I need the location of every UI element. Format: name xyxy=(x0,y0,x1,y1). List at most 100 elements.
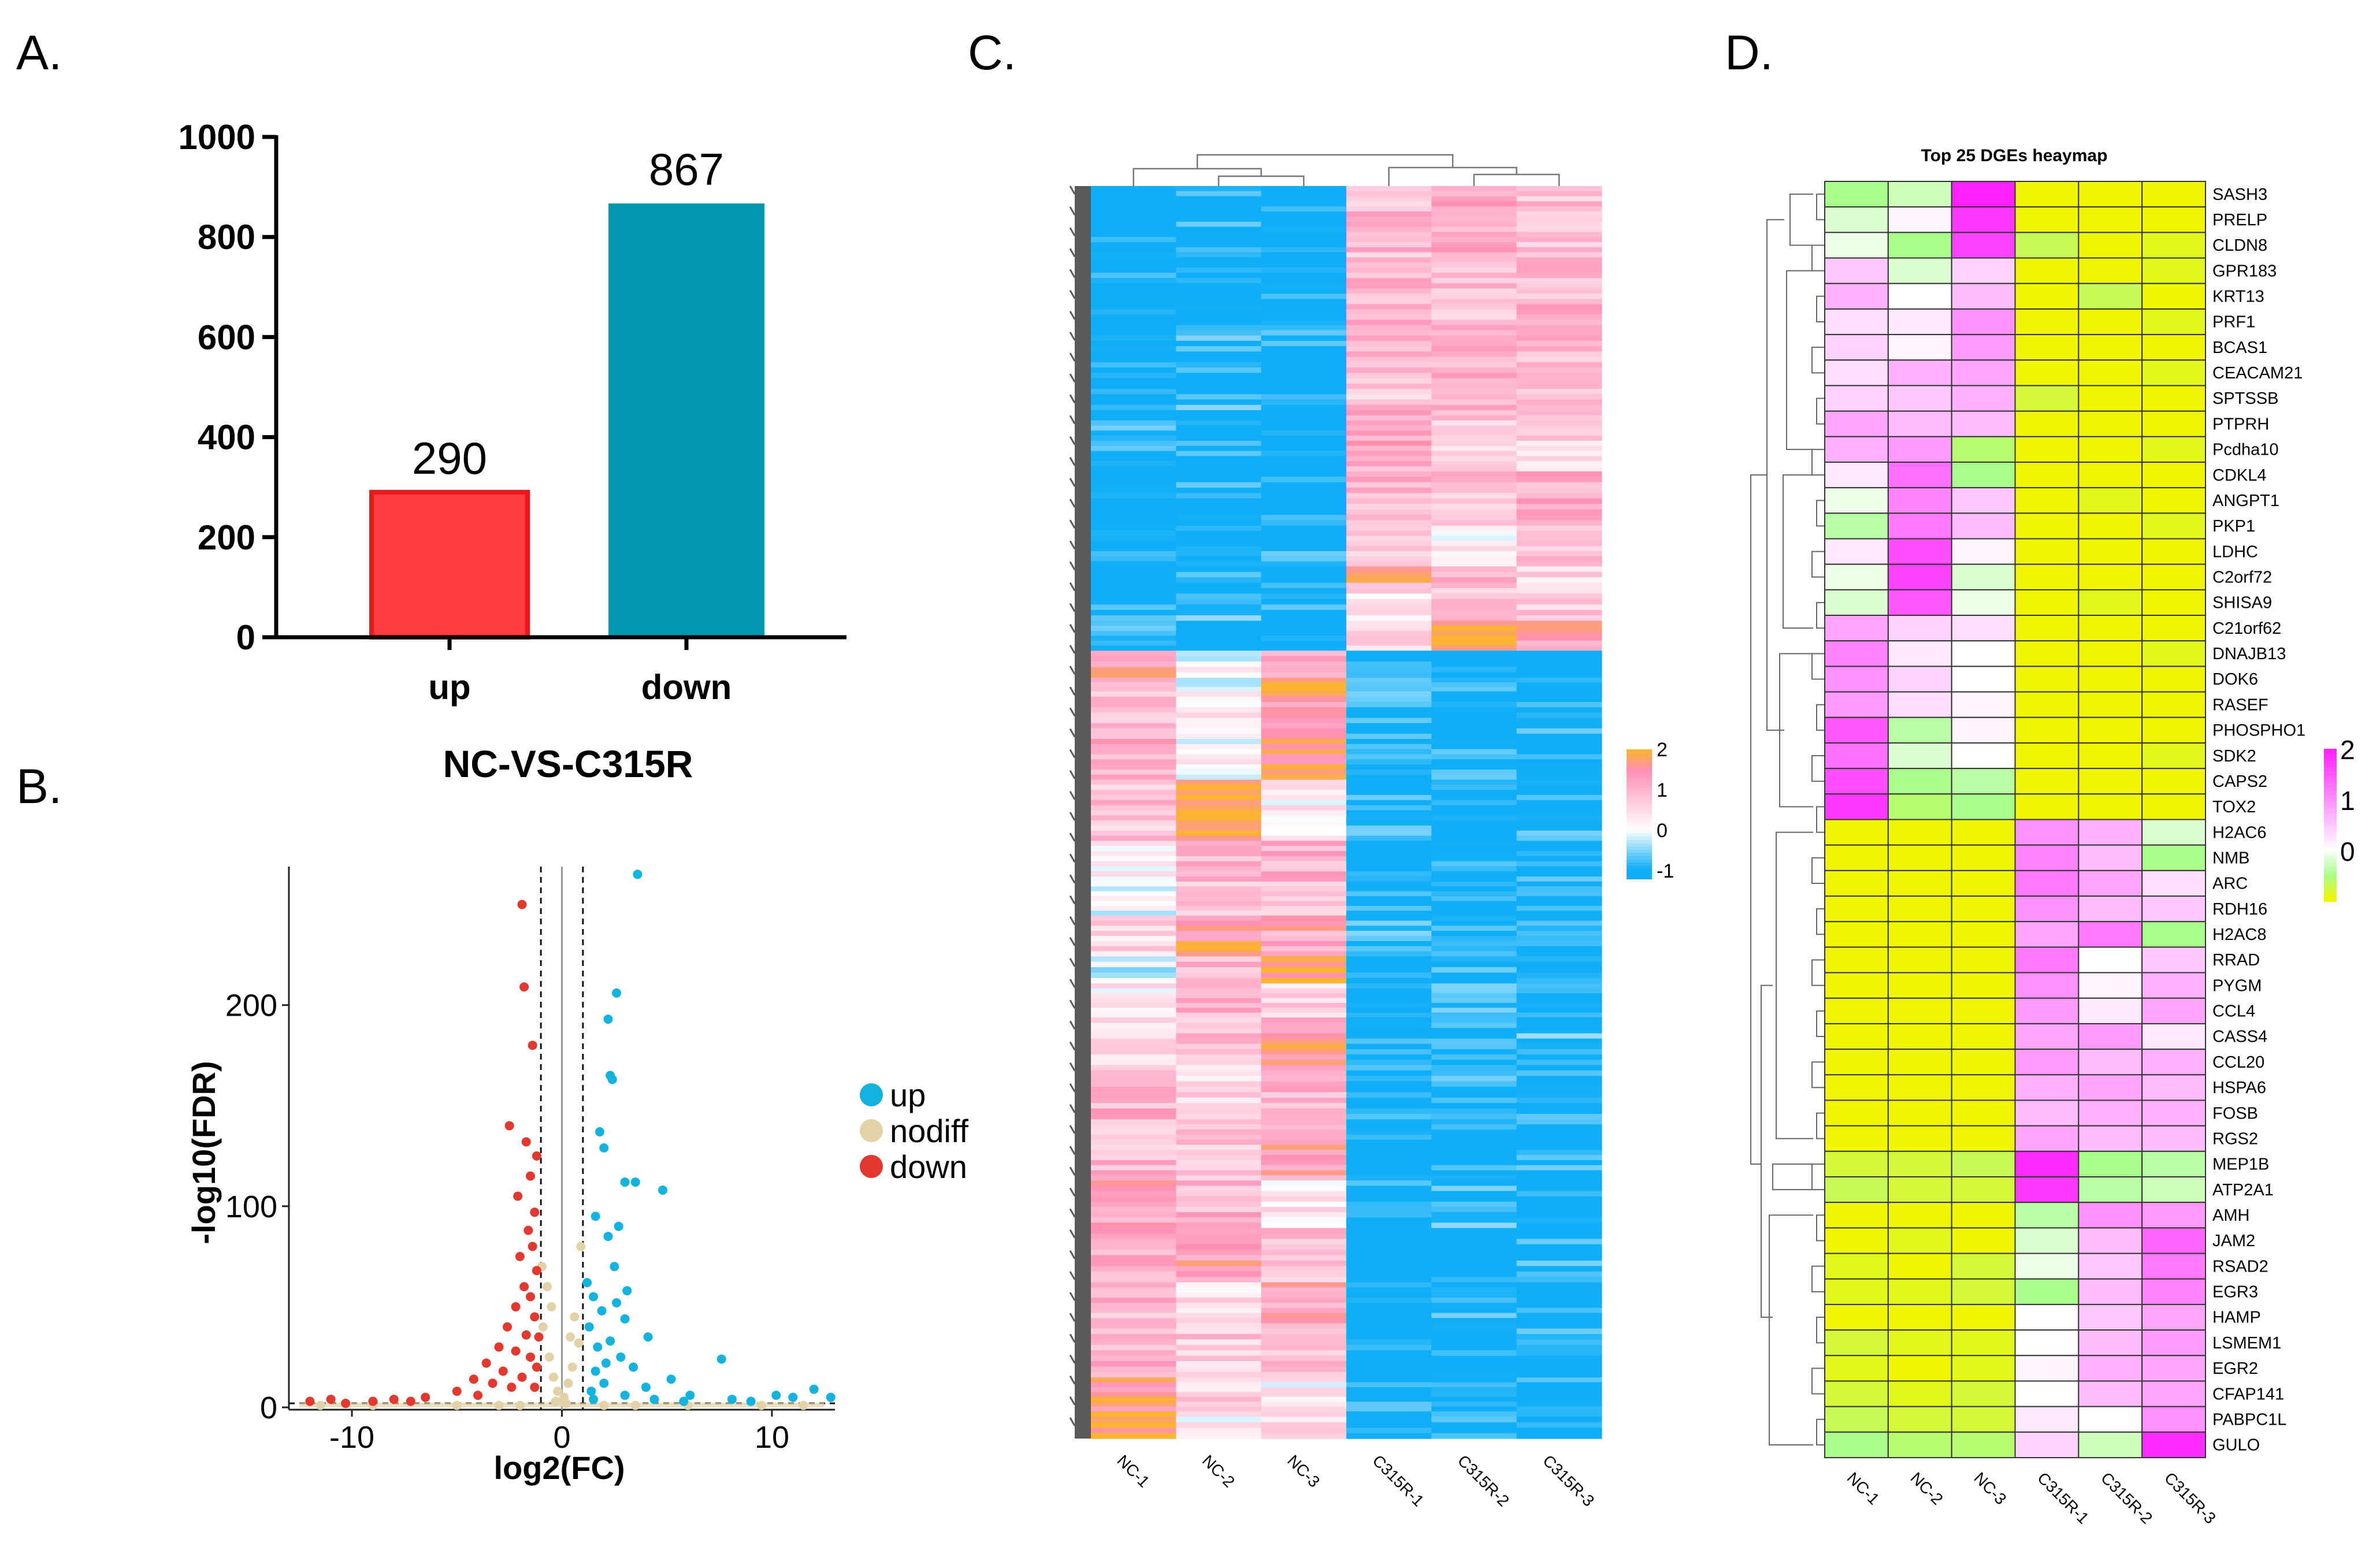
heatmap-c-cell xyxy=(1261,383,1347,389)
heatmap-c-cell xyxy=(1431,252,1517,258)
heatmap-c-cell xyxy=(1346,769,1432,775)
heatmap-c-cell xyxy=(1431,1417,1517,1423)
heatmap-c-cell xyxy=(1346,536,1432,541)
heatmap-c-cell xyxy=(1346,1350,1432,1357)
heatmap-c-cell xyxy=(1091,351,1176,358)
heatmap-c-cell xyxy=(1346,881,1432,887)
heatmap-c-cell xyxy=(1431,1244,1517,1250)
heatmap-d-cell xyxy=(1824,436,1889,463)
heatmap-d-cell xyxy=(1951,691,2016,718)
heatmap-c-cell xyxy=(1091,325,1176,331)
heatmap-c-cell xyxy=(1261,1012,1347,1018)
heatmap-c-cell xyxy=(1516,504,1602,510)
heatmap-c-cell xyxy=(1516,1366,1602,1373)
volcano-point-down xyxy=(517,900,527,909)
heatmap-d-cell xyxy=(1951,946,2016,973)
colorbar-segment xyxy=(2324,752,2337,757)
heatmap-c-cell xyxy=(1346,728,1432,734)
heatmap-c-cell xyxy=(1346,876,1432,882)
heatmap-d-cell xyxy=(2141,436,2207,463)
volcano-x-tick-label: 0 xyxy=(553,1420,570,1455)
heatmap-c-cell xyxy=(1516,1124,1602,1130)
heatmap-d-cell xyxy=(1951,1150,2016,1178)
heatmap-c-row-dendrogram-branch xyxy=(1069,666,1076,675)
heatmap-d-cell xyxy=(1824,359,1889,387)
heatmap-c-cell xyxy=(1346,293,1432,299)
heatmap-c-cell xyxy=(1346,530,1432,537)
heatmap-c-cell xyxy=(1261,1038,1347,1045)
heatmap-c-cell xyxy=(1516,1287,1602,1293)
colorbar-segment xyxy=(1627,865,1652,870)
dendrogram-link xyxy=(1816,1418,1825,1445)
colorbar-segment xyxy=(2324,867,2337,872)
heatmap-d-cell xyxy=(2078,1406,2143,1433)
heatmap-c-cell xyxy=(1431,630,1517,636)
heatmap-c-cell xyxy=(1091,774,1176,781)
heatmap-d-cell xyxy=(2141,844,2207,871)
heatmap-c-cell xyxy=(1346,846,1432,852)
heatmap-d-cell xyxy=(1887,308,1952,336)
heatmap-c-cell xyxy=(1346,425,1432,431)
heatmap-c-cell xyxy=(1516,1282,1602,1288)
heatmap-d-cell xyxy=(2014,1253,2080,1280)
heatmap-c-cell xyxy=(1261,886,1347,892)
heatmap-d-cell xyxy=(2141,257,2207,284)
heatmap-c-cell xyxy=(1346,920,1432,926)
heatmap-c-cell xyxy=(1431,1049,1517,1055)
heatmap-c-cell xyxy=(1176,841,1262,846)
heatmap-c-cell xyxy=(1431,582,1517,589)
heatmap-c-cell xyxy=(1516,983,1602,989)
heatmap-c-cell xyxy=(1346,993,1432,999)
heatmap-c-cell xyxy=(1091,1217,1176,1223)
volcano-point-down xyxy=(507,1383,517,1392)
volcano-point-down xyxy=(521,1137,531,1147)
heatmap-c-cell xyxy=(1516,1339,1602,1346)
heatmap-c-cell xyxy=(1516,1382,1602,1388)
heatmap-c-cell xyxy=(1176,825,1262,831)
heatmap-c-cell xyxy=(1431,626,1517,631)
heatmap-c-cell xyxy=(1261,461,1347,467)
heatmap-c-cell xyxy=(1261,288,1347,294)
heatmap-c-cell xyxy=(1516,661,1602,667)
heatmap-d-cell xyxy=(1887,946,1952,973)
dendrogram-link xyxy=(1816,806,1825,833)
heatmap-c-cell xyxy=(1091,588,1176,594)
heatmap-c-cell xyxy=(1516,525,1602,532)
heatmap-d-cell xyxy=(1824,1278,1889,1305)
heatmap-c-cell xyxy=(1431,356,1517,363)
heatmap-d-cell xyxy=(2078,997,2143,1024)
heatmap-c-column-label: NC-2 xyxy=(1199,1451,1238,1491)
heatmap-c-cell xyxy=(1176,1350,1262,1357)
heatmap-d-cell xyxy=(2141,563,2207,590)
heatmap-c-cell xyxy=(1261,221,1347,228)
heatmap-d-cell xyxy=(1951,869,2016,897)
heatmap-d-cell xyxy=(1824,1150,1889,1178)
volcano-point-up xyxy=(612,1298,621,1307)
heatmap-c-cell xyxy=(1261,1002,1347,1008)
volcano-point-down xyxy=(481,1358,491,1368)
heatmap-d-cell xyxy=(2014,410,2080,437)
heatmap-c-cell xyxy=(1261,876,1347,882)
colorbar-segment xyxy=(1627,811,1652,815)
heatmap-c-cell xyxy=(1431,1266,1517,1272)
colorbar-segment xyxy=(2324,855,2337,860)
heatmap-c-cell xyxy=(1346,186,1432,192)
heatmap-c-cell xyxy=(1176,288,1262,294)
heatmap-c-cell xyxy=(1091,1239,1176,1245)
colorbar-segment xyxy=(1627,823,1652,828)
heatmap-c-cell xyxy=(1091,383,1176,389)
heatmap-c-cell xyxy=(1431,682,1517,688)
heatmap-c-cell xyxy=(1261,1206,1347,1213)
heatmap-c-cell xyxy=(1516,1023,1602,1028)
heatmap-c-cell xyxy=(1516,571,1602,578)
heatmap-c-cell xyxy=(1346,1323,1432,1329)
heatmap-d-cell xyxy=(1824,844,1889,871)
heatmap-c-cell xyxy=(1176,851,1262,857)
colorbar-segment xyxy=(1627,749,1652,753)
heatmap-c-cell xyxy=(1091,356,1176,363)
heatmap-c-cell xyxy=(1516,1228,1602,1234)
heatmap-c-cell xyxy=(1261,373,1347,379)
heatmap-c-cell xyxy=(1176,1017,1262,1023)
heatmap-c-cell xyxy=(1346,672,1432,678)
heatmap-c-cell xyxy=(1516,346,1602,352)
